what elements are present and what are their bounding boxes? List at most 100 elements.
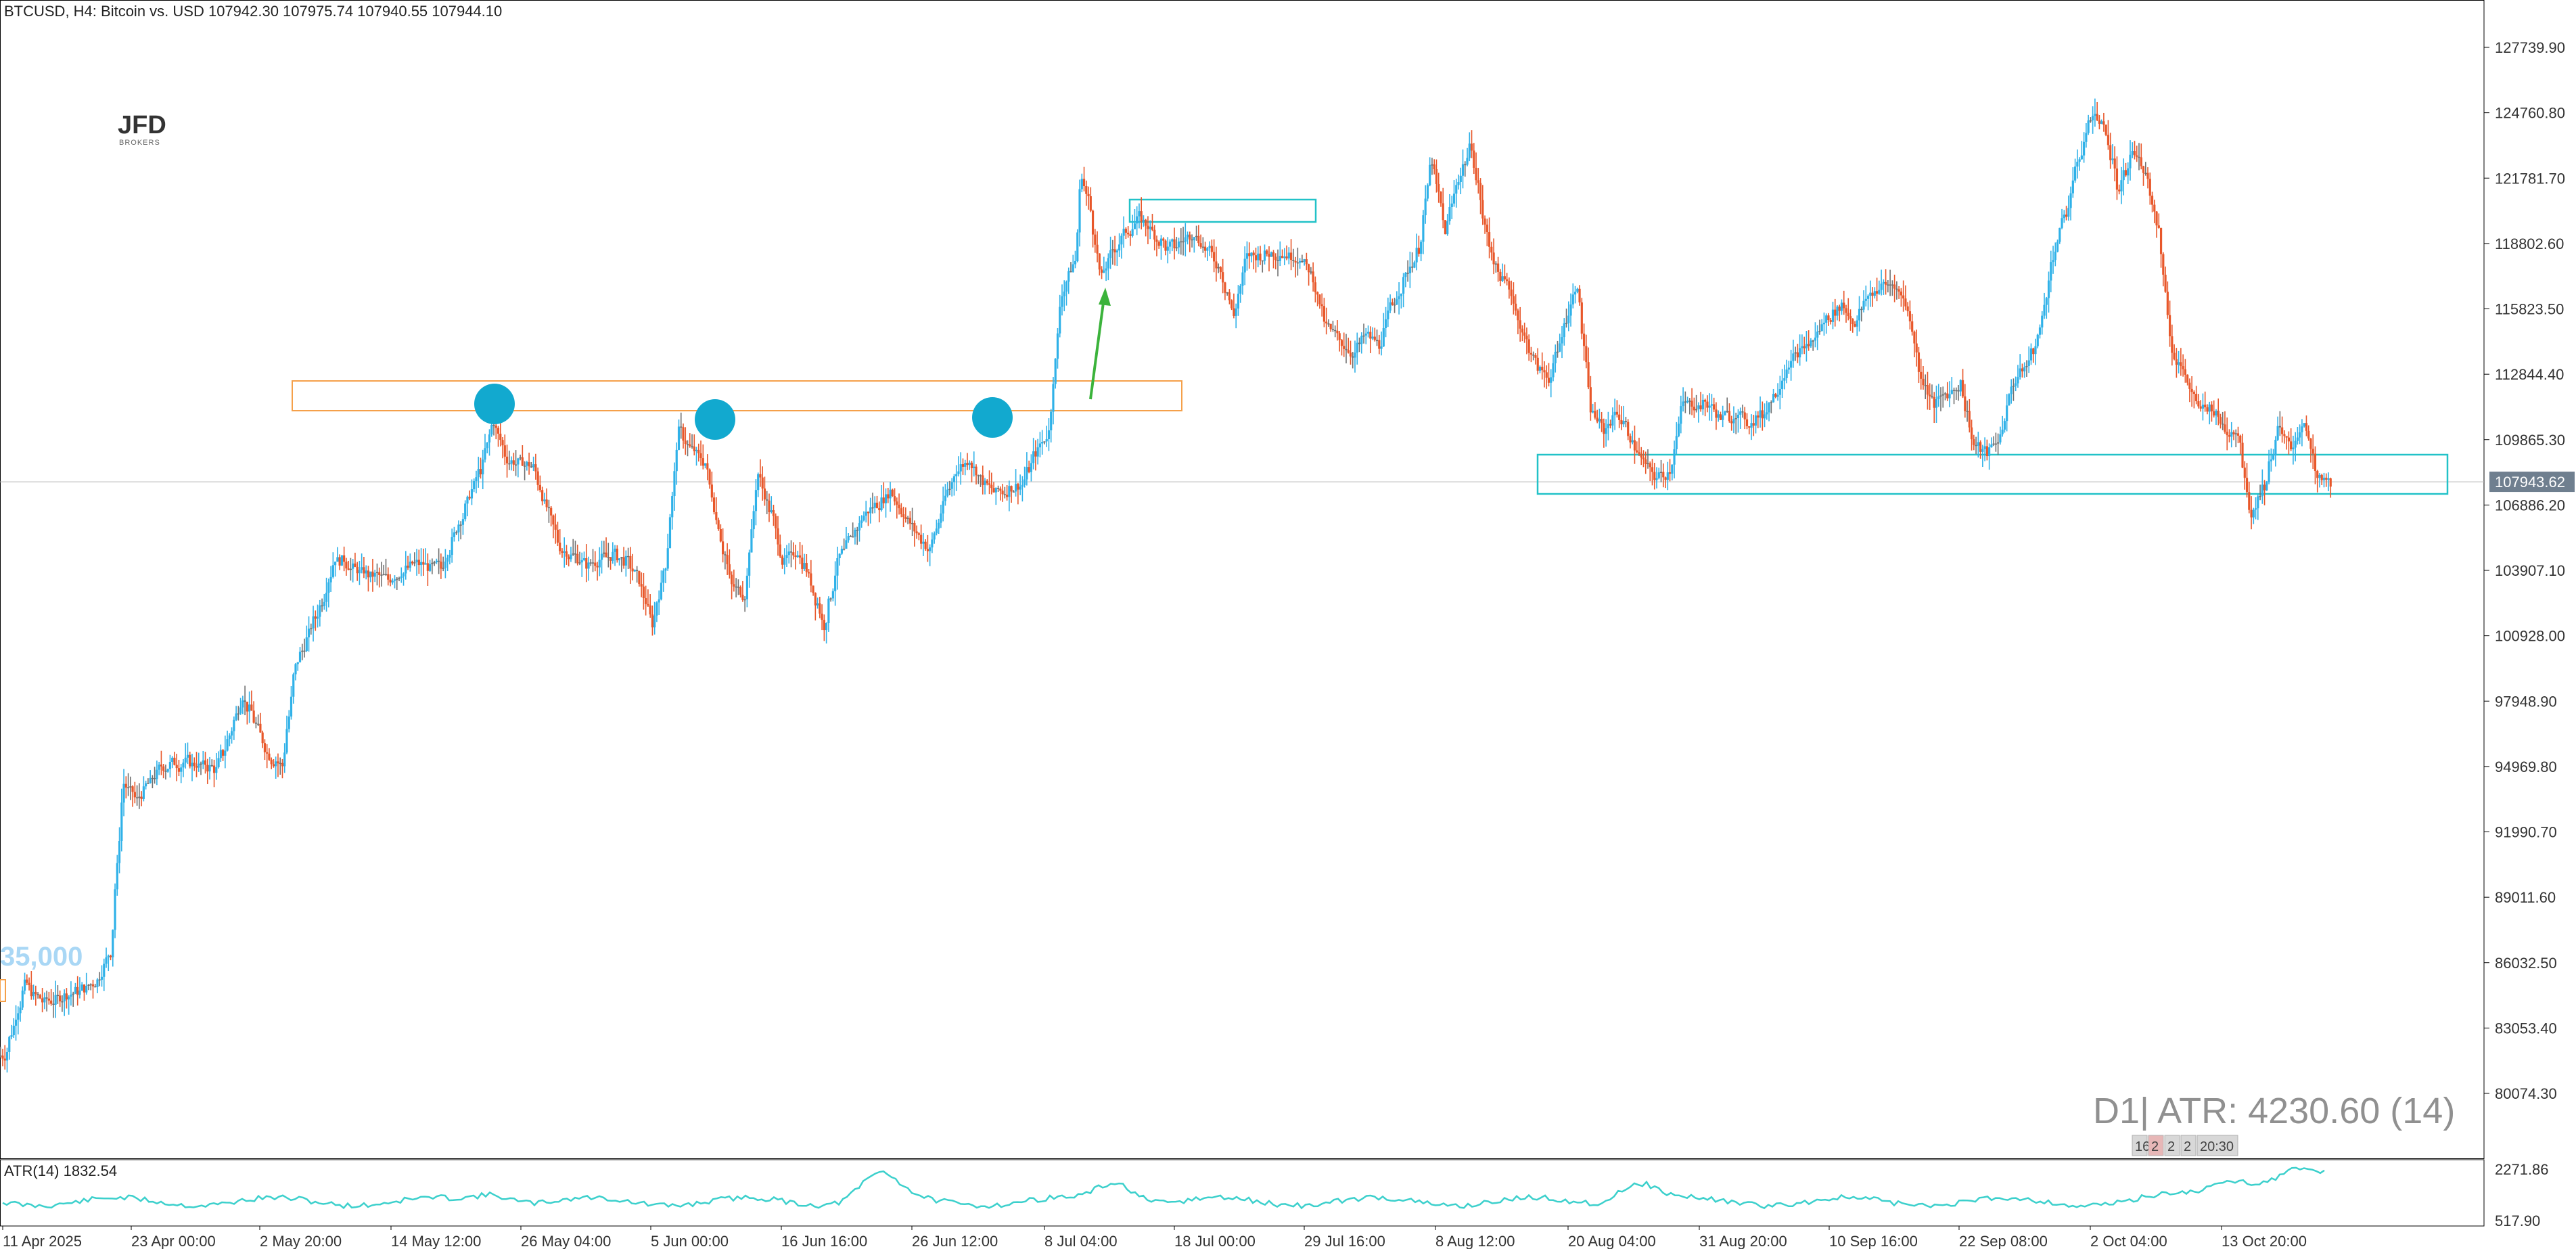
candle-body [1759, 410, 1762, 418]
candle-body [1245, 253, 1249, 259]
candle-body [1521, 328, 1524, 333]
candle-body [2034, 346, 2037, 355]
candle-body [517, 458, 520, 465]
candle-body [1292, 260, 1295, 261]
candle-body [221, 750, 225, 756]
candle-body [1153, 229, 1156, 240]
candle-body [1964, 396, 1967, 411]
candle-body [1301, 260, 1304, 263]
candle-body [2063, 214, 2065, 219]
candle-body [206, 765, 209, 772]
candle-body [61, 1001, 64, 1003]
candle-body [1810, 340, 1812, 346]
candle-body [1973, 439, 1975, 445]
candle-body [2276, 426, 2279, 440]
candle-body [2245, 478, 2249, 493]
candle-body [1274, 256, 1277, 260]
candle-body [149, 777, 152, 784]
candle-body [3, 1058, 6, 1061]
candle-body [724, 554, 727, 555]
candle-body [1563, 323, 1565, 338]
candle-body [686, 444, 689, 445]
candle-body [908, 518, 911, 524]
candle-body [2153, 204, 2156, 212]
candle-body [1219, 267, 1222, 273]
candle-body [1739, 411, 1742, 415]
candle-body [1461, 164, 1465, 176]
candle-body [2142, 166, 2145, 173]
candle-body [1331, 329, 1335, 330]
candle-body [1997, 442, 2000, 444]
candle-body [1926, 385, 1929, 395]
candle-body [2136, 155, 2138, 157]
candle-body [1906, 306, 1909, 312]
candle-body [405, 565, 407, 574]
candle-body [212, 765, 216, 773]
candle-body [1393, 304, 1396, 306]
candle-body [442, 568, 444, 569]
candle-body [5, 1051, 9, 1061]
candle-body [475, 477, 478, 481]
candle-body [1494, 263, 1497, 265]
candle-body [656, 602, 658, 616]
candle-body [1601, 419, 1603, 424]
candle-body [1684, 401, 1686, 403]
candle-body [107, 955, 110, 958]
candle-body [1349, 353, 1352, 357]
candle-body [1728, 411, 1731, 422]
candle-body [1866, 296, 1870, 299]
candle-body [1736, 414, 1740, 419]
candle-body [840, 549, 844, 554]
candle-body [1136, 216, 1138, 224]
atr-mini-tab[interactable] [2180, 1135, 2196, 1156]
candle-body [986, 480, 988, 484]
candle-body [1263, 250, 1266, 261]
candle-body [979, 475, 982, 477]
candle-body [968, 462, 971, 465]
candle-body [1724, 411, 1726, 415]
candle-body [156, 769, 158, 779]
candle-body [1790, 361, 1793, 368]
candle-body [312, 616, 315, 629]
candle-body [1935, 399, 1938, 408]
candle-body [2254, 508, 2257, 510]
candle-body [1726, 411, 1728, 412]
candle-body [898, 504, 900, 509]
candle-body [2113, 158, 2116, 169]
atr-mini-tab[interactable] [2196, 1135, 2238, 1156]
candle-body [651, 614, 654, 628]
candle-body [1627, 422, 1630, 436]
candle-body [1098, 253, 1101, 270]
candle-body [1622, 421, 1625, 425]
candle-body [151, 777, 154, 779]
candle-body [1105, 268, 1107, 271]
candle-body [1149, 227, 1151, 229]
candle-body [961, 464, 965, 467]
atr-mini-tab[interactable] [2132, 1135, 2148, 1156]
atr-mini-tab[interactable] [2164, 1135, 2180, 1156]
candle-body [1296, 262, 1299, 264]
candle-body [2301, 426, 2303, 432]
candle-body [1204, 246, 1207, 251]
candle-body [1931, 396, 1933, 398]
candle-body [2010, 386, 2013, 394]
candle-body [1671, 464, 1674, 474]
candle-body [497, 428, 500, 434]
y-tick-label: 86032.50 [2495, 955, 2557, 972]
candle-body [662, 570, 665, 583]
candle-body [2025, 365, 2028, 367]
candle-body [913, 522, 916, 532]
candle-body [112, 930, 114, 957]
candle-body [2217, 411, 2220, 417]
candle-body [2303, 423, 2305, 427]
atr-mini-tab[interactable] [2148, 1135, 2164, 1156]
candle-body [1763, 414, 1766, 419]
candle-body [290, 696, 293, 717]
candle-body [1538, 367, 1542, 371]
candle-body [2171, 336, 2174, 353]
candle-body [1732, 419, 1735, 424]
candle-body [2155, 211, 2158, 226]
candle-body [1034, 451, 1037, 457]
x-tick-label: 11 Apr 2025 [3, 1233, 82, 1249]
candle-body [334, 562, 337, 566]
